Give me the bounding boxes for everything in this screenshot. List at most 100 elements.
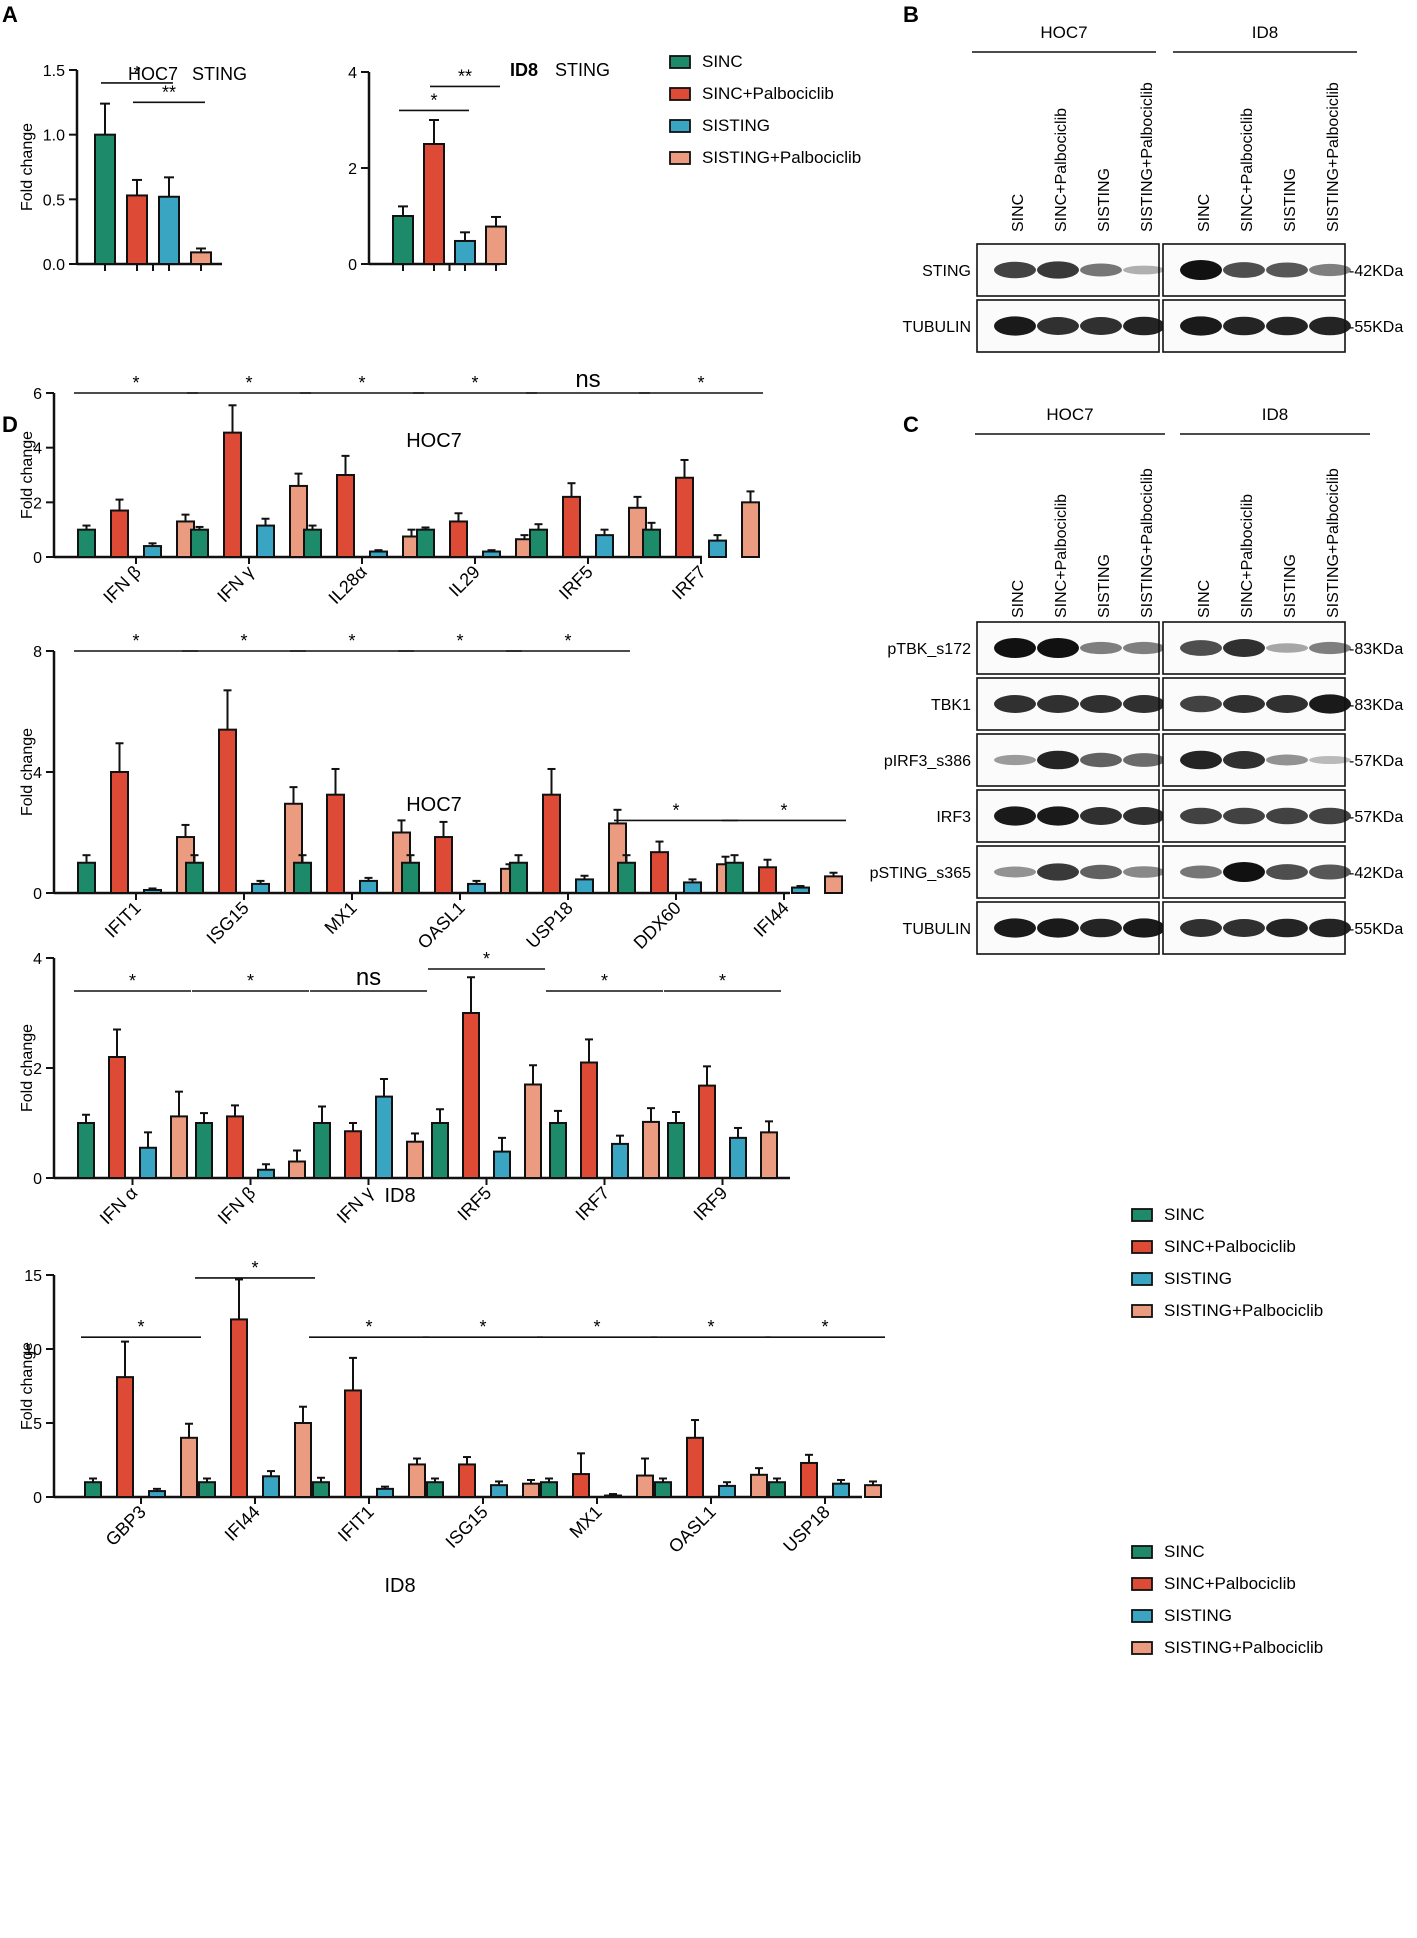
blot-band	[1266, 695, 1308, 713]
legend-label-1: SINC+Palbociclib	[1164, 1574, 1296, 1593]
bar-d1-0-2	[143, 545, 162, 558]
bar-d4-6-3	[864, 1484, 882, 1499]
blot-band	[1123, 753, 1165, 767]
bar-d1-4-2	[595, 534, 614, 559]
bar-d4-6-0	[768, 1481, 786, 1498]
bar-d4-3-2	[490, 1484, 508, 1499]
cell-line-label-1: ID8	[1252, 23, 1278, 42]
blot-row-label: pTBK_s172	[887, 641, 971, 658]
molecular-weight-marker: -57KDa	[1349, 753, 1403, 770]
blot-band	[1037, 695, 1079, 713]
x-category-label: IFN β	[99, 562, 145, 608]
y-tick-label: 0	[348, 257, 357, 274]
bar-d4-2-1	[344, 1389, 362, 1498]
bar-d1-5-2	[708, 539, 727, 558]
blot-band	[1309, 263, 1351, 277]
chart-d3: 0 2 4 Fold change IFN α IFN β IFN γ IRF5 IRF7 IRF…	[19, 949, 790, 1228]
blot-band	[1266, 864, 1308, 880]
bar-d2-4-1	[542, 793, 561, 894]
y-tick-label: 2	[33, 1061, 42, 1078]
bar-d2-2-0	[293, 861, 312, 894]
y-tick-label: 4	[33, 441, 42, 458]
significance-label: *	[483, 949, 490, 969]
bar-d2-1-1	[218, 728, 237, 895]
bar-d1-2-0	[303, 528, 322, 559]
chart-d2-title: HOC7	[406, 794, 462, 816]
bar-d3-4-1	[580, 1061, 598, 1179]
bar-d3-2-3	[406, 1140, 424, 1179]
chart-d3-title: ID8	[384, 1185, 415, 1207]
x-category-label: IFI44	[750, 898, 793, 941]
y-tick-label: 8	[33, 644, 42, 661]
bar-d4-2-0	[312, 1481, 330, 1498]
blot-band	[1123, 316, 1165, 336]
x-category-label: IFIT1	[101, 898, 145, 942]
significance-label: *	[365, 1317, 372, 1337]
y-tick-label: 1.5	[43, 63, 65, 80]
legend-chart-d3: SINC SINC+Palbociclib SISTING SISTING+Palbo…	[1131, 1205, 1323, 1320]
bar-d2-3-2	[467, 882, 486, 894]
significance-label: *	[129, 971, 136, 991]
legend-swatch-2	[669, 119, 691, 133]
significance-label: *	[672, 800, 679, 820]
bar-d3-1-1	[226, 1115, 244, 1180]
blot-band	[1037, 750, 1079, 770]
x-category-label: IFN γ	[213, 562, 258, 607]
chart-d1-title: HOC7	[406, 430, 462, 452]
bar-d3-2-0	[313, 1122, 331, 1179]
blot-band	[1080, 807, 1122, 825]
blot-band	[1080, 317, 1122, 335]
bar-d3-5-1	[698, 1084, 716, 1179]
lane-label: SISTING	[1282, 554, 1299, 618]
bar-d4-4-1	[572, 1473, 590, 1499]
blot-band	[1180, 750, 1222, 770]
blot-band	[1080, 641, 1122, 655]
x-category-label: OASL1	[665, 1502, 720, 1557]
bar-d4-2-2	[376, 1487, 394, 1498]
significance-label: *	[240, 631, 247, 651]
chart-a1-title-gene: STING	[192, 64, 247, 84]
bar-d1-3-1	[449, 520, 468, 559]
significance-label: *	[697, 373, 704, 393]
bar-d4-5-1	[686, 1436, 704, 1499]
significance-label: *	[479, 1317, 486, 1337]
significance-label: ns	[575, 366, 600, 393]
bar-a1-0-3	[190, 251, 212, 266]
significance-label: ns	[356, 964, 381, 991]
blot-band	[1123, 265, 1165, 275]
chart-d2: 0 4 8 Fold change IFIT1 ISG15 MX1 OASL1 USP18 DDX…	[19, 631, 846, 953]
chart-d1: 0 2 4 6 Fold change IFN β IFN γ IL28α IL29 IRF5 IR…	[19, 366, 763, 608]
blot-row-label: TUBULIN	[903, 921, 971, 938]
x-category-label: GBP3	[102, 1502, 150, 1550]
bar-a2-0-3	[485, 225, 507, 265]
chart-d4-title: ID8	[384, 1575, 415, 1597]
legend-swatch-0	[1131, 1545, 1153, 1559]
bar-d3-5-0	[667, 1122, 685, 1179]
bar-d1-1-0	[190, 528, 209, 559]
significance-label: *	[137, 1317, 144, 1337]
legend-label-2: SISTING	[702, 116, 770, 135]
bar-d3-3-2	[493, 1150, 511, 1179]
x-category-label: ISG15	[203, 898, 253, 948]
y-axis-label: Fold change	[19, 728, 36, 816]
blot-band	[994, 866, 1036, 878]
lane-label: SINC+Palbociclib	[1053, 108, 1070, 232]
bar-d1-3-0	[416, 528, 435, 559]
bar-d1-3-2	[482, 550, 501, 558]
x-category-label: DDX60	[630, 898, 685, 953]
bar-d3-1-0	[195, 1122, 213, 1179]
blot-band	[1180, 807, 1222, 825]
legend-swatch-2	[1131, 1609, 1153, 1623]
lane-label: SISTING+Palbociclib	[1139, 82, 1156, 232]
bar-d4-0-1	[116, 1376, 134, 1498]
y-tick-label: 0.0	[43, 257, 65, 274]
x-category-label: IFN α	[96, 1183, 142, 1229]
legend-label-0: SINC	[1164, 1542, 1205, 1561]
blot-row-label: TBK1	[931, 697, 971, 714]
bar-d3-1-3	[288, 1160, 306, 1179]
bar-d4-4-3	[636, 1474, 654, 1499]
blot-band	[1223, 639, 1265, 657]
x-category-label: IFN γ	[333, 1183, 378, 1228]
molecular-weight-marker: -83KDa	[1349, 697, 1403, 714]
